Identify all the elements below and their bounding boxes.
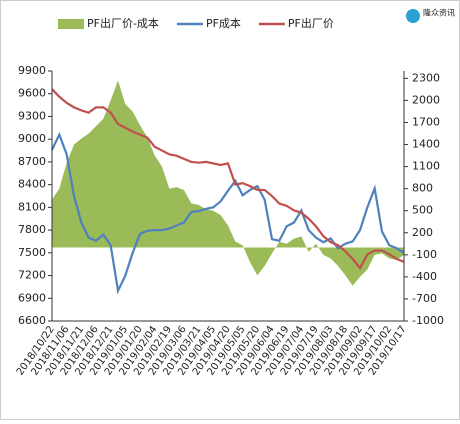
logo-text: 隆众资讯 (423, 8, 455, 18)
y-tick-label: 8700 (18, 155, 46, 168)
y-tick-label: 6900 (18, 291, 46, 304)
y2-tick-label: 1400 (412, 138, 440, 151)
y-tick-label: 8400 (18, 178, 46, 191)
y2-tick-label: -1000 (412, 314, 444, 327)
y2-tick-label: 2000 (412, 93, 440, 106)
y-tick-label: 7500 (18, 246, 46, 259)
y2-tick-label: 500 (412, 204, 433, 217)
y2-tick-label: 1700 (412, 115, 440, 128)
y-tick-label: 9600 (18, 87, 46, 100)
y-tick-label: 7200 (18, 269, 46, 282)
legend-swatch (58, 19, 84, 29)
y2-tick-label: -100 (412, 248, 437, 261)
y-tick-label: 8100 (18, 200, 46, 213)
legend-label: PF成本 (206, 16, 241, 30)
y2-tick-label: 800 (412, 182, 433, 195)
y2-tick-label: -400 (412, 270, 437, 283)
y2-tick-label: -700 (412, 292, 437, 305)
legend-label: PF出厂价 (288, 16, 334, 30)
y-tick-label: 6600 (18, 314, 46, 327)
y2-tick-label: 1100 (412, 160, 440, 173)
y-tick-label: 9300 (18, 109, 46, 122)
y-tick-label: 9900 (18, 64, 46, 77)
line (51, 131, 405, 295)
logo-icon (406, 9, 420, 23)
legend-label: PF出厂价-成本 (87, 16, 159, 30)
y2-tick-label: 200 (412, 226, 433, 239)
y2-tick-label: 2300 (412, 71, 440, 84)
y-tick-label: 7800 (18, 223, 46, 236)
y-tick-label: 9000 (18, 132, 46, 145)
line (51, 88, 405, 270)
